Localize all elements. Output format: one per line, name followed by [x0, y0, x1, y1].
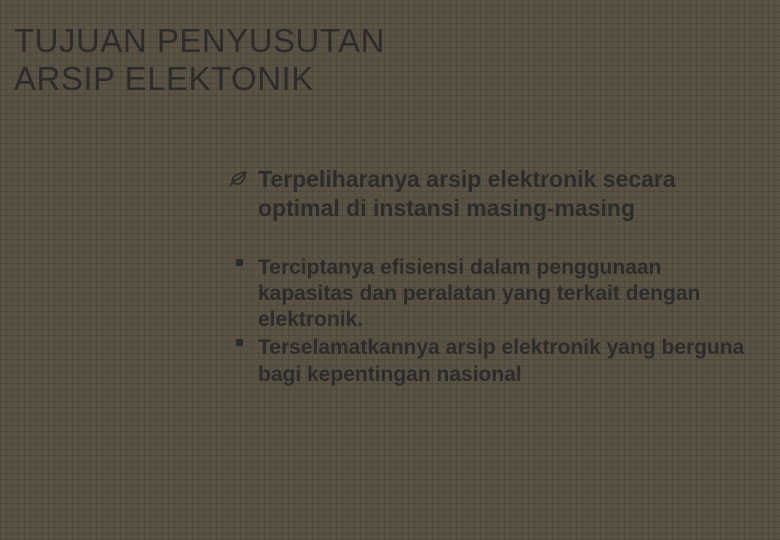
- content-area: Terpeliharanya arsip elektronik secara o…: [220, 165, 750, 390]
- square-icon: [220, 335, 258, 346]
- bullet-item-2: Terciptanya efisiensi dalam penggunaan k…: [220, 255, 750, 334]
- title-line-1: TUJUAN PENYUSUTAN: [14, 22, 385, 59]
- slide-title: TUJUAN PENYUSUTAN ARSIP ELEKTONIK: [14, 22, 385, 98]
- slide: TUJUAN PENYUSUTAN ARSIP ELEKTONIK Terpel…: [0, 0, 780, 540]
- bullet-item-3: Terselamatkannya arsip elektronik yang b…: [220, 335, 750, 388]
- bullet-text-1: Terpeliharanya arsip elektronik secara o…: [258, 165, 750, 223]
- bullet-text-2: Terciptanya efisiensi dalam penggunaan k…: [258, 255, 750, 334]
- title-line-2: ARSIP ELEKTONIK: [14, 60, 314, 97]
- leaf-icon: [220, 165, 258, 189]
- square-icon: [220, 255, 258, 266]
- bullet-item-1: Terpeliharanya arsip elektronik secara o…: [220, 165, 750, 223]
- bullet-text-3: Terselamatkannya arsip elektronik yang b…: [258, 335, 750, 388]
